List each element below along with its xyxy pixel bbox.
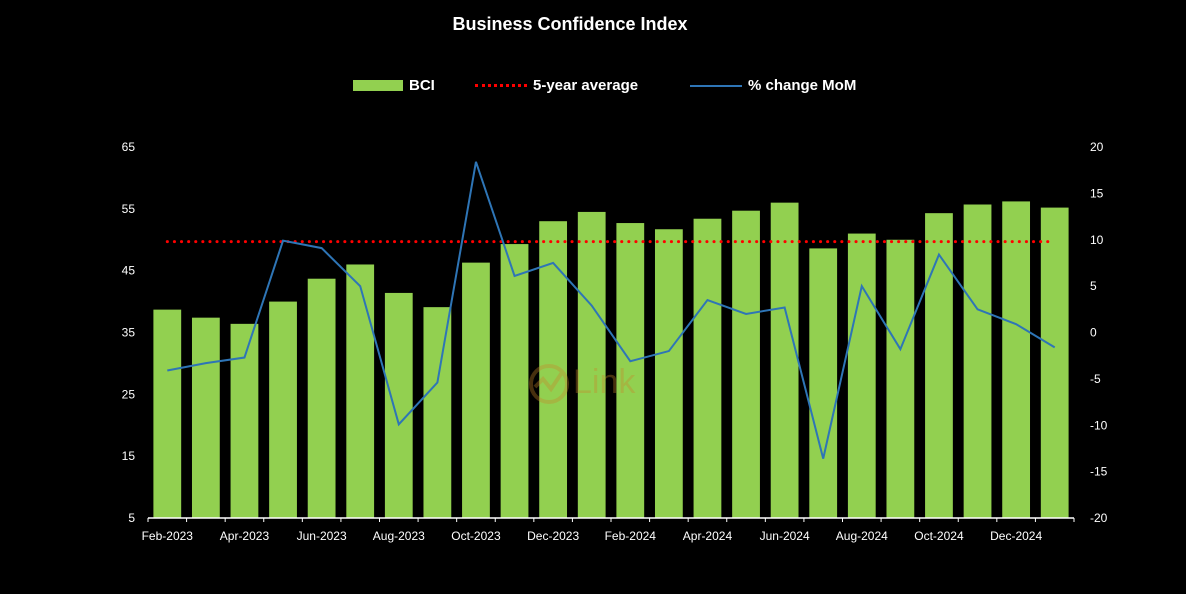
bar-bci <box>346 264 375 518</box>
chart-title: Business Confidence Index <box>452 14 688 34</box>
bar-bci <box>539 221 568 518</box>
legend-swatch-5yr-avg <box>475 84 527 87</box>
watermark-logo: Link <box>527 357 637 409</box>
watermark-icon <box>529 364 569 404</box>
y-right-tick-label: -15 <box>1090 465 1108 479</box>
bar-bci <box>963 204 992 518</box>
y-left-tick-label: 15 <box>122 449 136 463</box>
y-right-tick-label: -5 <box>1090 372 1101 386</box>
bar-bci <box>462 262 490 518</box>
legend-item-bci: BCI <box>353 77 435 94</box>
bar-bci <box>886 239 915 518</box>
legend-swatch-mom <box>690 84 742 87</box>
bar-bci <box>654 229 683 518</box>
legend-label-5yr-avg: 5-year average <box>533 77 639 94</box>
bar-bci <box>191 317 220 518</box>
bar-bci <box>269 301 297 518</box>
y-right-tick-label: 15 <box>1090 186 1104 200</box>
bar-bci <box>384 292 413 518</box>
bar-bci <box>693 218 722 518</box>
y-left-tick-label: 5 <box>128 511 135 525</box>
y-left-tick-label: 65 <box>122 140 136 154</box>
bar-bci <box>1002 201 1031 518</box>
x-tick-label: Jun-2024 <box>760 529 810 543</box>
legend-swatch-bci <box>353 80 403 91</box>
x-tick-label: Dec-2023 <box>527 529 579 543</box>
bar-bci <box>809 248 838 518</box>
x-tick-label: Dec-2024 <box>990 529 1042 543</box>
bar-bci <box>770 202 799 518</box>
y-right-tick-label: 5 <box>1090 279 1097 293</box>
bar-bci <box>153 309 182 518</box>
watermark-text: Link <box>573 363 636 401</box>
y-right-tick-label: -10 <box>1090 418 1108 432</box>
y-left-tick-label: 55 <box>122 202 136 216</box>
y-left-tick-label: 45 <box>122 264 136 278</box>
y-left-tick-label: 35 <box>122 326 136 340</box>
bar-bci <box>577 211 606 519</box>
x-tick-label: Feb-2023 <box>142 529 194 543</box>
legend: BCI 5-year average % change MoM <box>0 77 1186 97</box>
bar-bci <box>732 210 760 518</box>
y-right-tick-label: 0 <box>1090 326 1097 340</box>
x-tick-label: Feb-2024 <box>605 529 657 543</box>
series-mom-line <box>167 161 1056 459</box>
bar-bci <box>500 244 529 518</box>
y-right-tick-label: 20 <box>1090 140 1104 154</box>
x-tick-label: Oct-2023 <box>451 529 501 543</box>
bar-bci <box>847 233 876 519</box>
legend-label-bci: BCI <box>409 77 435 94</box>
y-left-tick-label: 25 <box>122 387 136 401</box>
bar-bci <box>230 323 259 518</box>
y-right-tick-label: -20 <box>1090 511 1108 525</box>
x-tick-label: Apr-2023 <box>220 529 270 543</box>
x-tick-label: Aug-2023 <box>373 529 425 543</box>
bar-bci <box>307 278 336 518</box>
legend-item-mom: % change MoM <box>690 77 856 94</box>
bar-bci <box>925 213 953 518</box>
bar-bci <box>616 223 645 518</box>
x-tick-label: Jun-2023 <box>297 529 347 543</box>
x-tick-label: Apr-2024 <box>683 529 733 543</box>
legend-label-mom: % change MoM <box>748 77 857 94</box>
x-tick-label: Oct-2024 <box>914 529 964 543</box>
bar-bci <box>423 307 452 518</box>
legend-item-5yr-avg: 5-year average <box>475 77 638 94</box>
y-right-tick-label: 10 <box>1090 233 1104 247</box>
x-tick-label: Aug-2024 <box>836 529 888 543</box>
bar-bci <box>1040 207 1069 518</box>
